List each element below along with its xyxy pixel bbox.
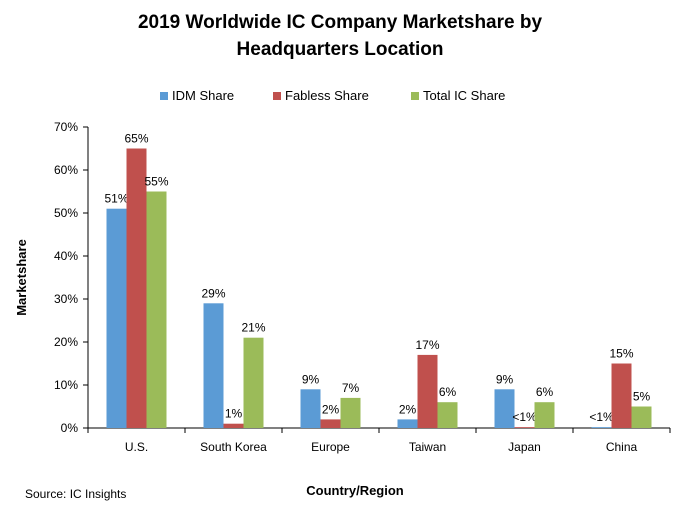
bar — [106, 208, 127, 428]
bar — [300, 389, 321, 428]
bar — [203, 303, 224, 428]
legend-label: IDM Share — [172, 88, 234, 103]
data-label: 55% — [144, 175, 168, 189]
bar — [340, 397, 361, 428]
x-tick-label: Taiwan — [409, 440, 446, 454]
x-tick-label: U.S. — [125, 440, 148, 454]
data-label: 6% — [536, 385, 554, 399]
chart-title-line-1: 2019 Worldwide IC Company Marketshare by — [137, 12, 543, 33]
bar — [437, 402, 458, 428]
bar — [514, 427, 535, 428]
chart-title-line-2: Headquarters Location — [236, 39, 444, 60]
bar — [397, 419, 418, 428]
data-label: 29% — [201, 286, 225, 300]
y-tick-label: 60% — [54, 163, 78, 177]
data-label: <1% — [589, 410, 614, 424]
bar — [534, 402, 555, 428]
x-tick-label: Europe — [311, 440, 350, 454]
data-label: 51% — [104, 192, 128, 206]
legend-swatch — [160, 92, 168, 100]
y-tick-label: 40% — [54, 249, 78, 263]
bar — [126, 148, 147, 428]
y-tick-label: 50% — [54, 206, 78, 220]
data-label: 5% — [633, 390, 651, 404]
x-tick-label: South Korea — [200, 440, 267, 454]
data-label: 2% — [399, 402, 417, 416]
legend-swatch — [411, 92, 419, 100]
source-note: Source: IC Insights — [25, 487, 127, 501]
y-tick-label: 10% — [54, 378, 78, 392]
legend-label: Total IC Share — [423, 88, 505, 103]
y-tick-label: 0% — [61, 421, 79, 435]
data-label: 1% — [225, 407, 243, 421]
x-tick-label: Japan — [508, 440, 541, 454]
y-tick-label: 30% — [54, 292, 78, 306]
bar — [223, 423, 244, 428]
data-label: 9% — [496, 372, 514, 386]
data-label: 6% — [439, 385, 457, 399]
data-label: 7% — [342, 381, 360, 395]
data-label: 15% — [609, 347, 633, 361]
bar — [611, 363, 632, 428]
data-label: <1% — [512, 410, 537, 424]
y-axis-title: Marketshare — [14, 239, 29, 316]
x-tick-label: China — [606, 440, 638, 454]
bar — [320, 419, 341, 428]
bar — [591, 427, 612, 428]
data-label: 65% — [124, 132, 148, 146]
legend-label: Fabless Share — [285, 88, 369, 103]
data-label: 21% — [241, 321, 265, 335]
data-label: 9% — [302, 372, 320, 386]
bar — [146, 191, 167, 428]
data-label: 17% — [415, 338, 439, 352]
bar — [417, 354, 438, 428]
legend-swatch — [273, 92, 281, 100]
y-tick-label: 70% — [54, 120, 78, 134]
y-tick-label: 20% — [54, 335, 78, 349]
bar — [631, 406, 652, 428]
bar — [494, 389, 515, 428]
data-label: 2% — [322, 402, 340, 416]
x-axis-title: Country/Region — [306, 483, 404, 498]
bar — [243, 337, 264, 428]
